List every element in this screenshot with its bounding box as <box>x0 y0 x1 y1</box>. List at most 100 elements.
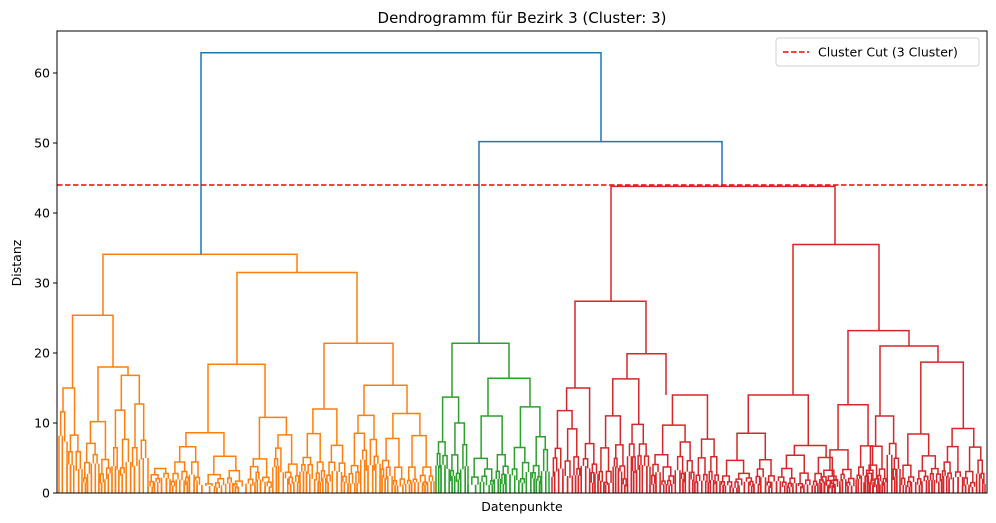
dendrogram-link <box>756 468 764 478</box>
dendrogram-link <box>590 472 595 484</box>
dendrogram-link <box>868 464 878 479</box>
dendrogram-link <box>262 476 270 483</box>
dendrogram-link <box>703 473 708 483</box>
dendrogram-link <box>428 475 434 482</box>
dendrogram-link <box>185 476 190 486</box>
dendrogram-link <box>666 479 672 486</box>
dendrogram-link <box>900 477 906 486</box>
dendrogram-link <box>918 470 927 479</box>
dendrogram-link <box>859 445 874 468</box>
dendrogram-link <box>489 479 495 485</box>
dendrogram-link <box>312 408 338 446</box>
dendrogram-link <box>943 461 951 474</box>
dendrogram-link <box>287 463 298 476</box>
dendrogram-link <box>385 437 400 468</box>
dendrogram-link <box>600 447 610 472</box>
dendrogram-link <box>120 374 141 411</box>
dendrogram-link <box>274 447 282 473</box>
dendrogram-link <box>178 446 197 462</box>
dendrogram-link <box>598 470 604 482</box>
dendrogram-link <box>532 464 540 477</box>
dendrogram-link <box>119 467 125 476</box>
dendrogram-link <box>814 472 822 482</box>
plot-area <box>57 51 987 493</box>
dendrogram-link <box>661 424 686 455</box>
dendrogram-link <box>131 447 138 467</box>
dendrogram-link <box>603 481 609 486</box>
dendrogram-link <box>584 442 595 465</box>
link-orange-root <box>102 253 298 316</box>
dendrogram-link <box>84 461 91 478</box>
dendrogram-link <box>163 472 169 479</box>
dendrogram-link <box>556 409 573 449</box>
dendrogram-link <box>954 471 962 478</box>
dendrogram-link <box>316 461 324 474</box>
dendrogram-link <box>411 434 427 468</box>
dendrogram-link <box>651 474 656 485</box>
dendrogram-leaf <box>545 471 550 493</box>
dendrogram-link <box>856 474 861 480</box>
dendrogram-link <box>888 442 897 459</box>
dendrogram-link <box>273 458 279 468</box>
dendrogram-link <box>690 471 695 482</box>
dendrogram-link <box>929 473 934 481</box>
dendrogram-link <box>480 415 503 459</box>
legend-cut-label: Cluster Cut (3 Cluster) <box>818 45 958 60</box>
dendrogram-link <box>174 461 186 474</box>
dendrogram-link <box>521 461 530 479</box>
dendrogram-link <box>511 468 518 481</box>
dendrogram-link <box>255 471 260 483</box>
dendrogram-link <box>172 472 179 482</box>
link-blue-root <box>200 51 602 255</box>
dendrogram-link <box>302 456 312 465</box>
dendrogram-link <box>258 416 288 459</box>
dendrogram-link <box>441 396 460 442</box>
dendrogram-link <box>846 481 851 486</box>
dendrogram-link <box>320 470 326 482</box>
dendrogram-link <box>114 409 126 448</box>
dendrogram-link <box>947 472 952 480</box>
dendrogram-link <box>941 470 946 479</box>
dendrogram-link <box>755 475 761 486</box>
dendrogram-link <box>869 445 883 471</box>
dendrogram-link <box>652 463 659 476</box>
dendrogram-link <box>626 352 667 395</box>
dendrogram-link <box>662 466 672 482</box>
dendrogram-link <box>829 482 835 489</box>
dendrogram-link <box>697 457 706 476</box>
dendrogram-link <box>228 469 241 482</box>
dendrogram-link <box>908 476 915 482</box>
dendrogram-link <box>306 432 321 463</box>
dendrogram-link <box>736 432 767 461</box>
legend-box <box>775 37 980 67</box>
y-tick-label-5: 50 <box>34 136 50 151</box>
dendrogram-link <box>604 415 622 448</box>
dendrogram-link <box>194 476 201 485</box>
dendrogram-leaf <box>430 481 435 493</box>
dendrogram-leaf <box>982 483 986 493</box>
dendrogram-link <box>112 446 118 470</box>
link-green-root <box>451 342 510 398</box>
dendrogram-link <box>363 384 408 416</box>
legend: Cluster Cut (3 Cluster) <box>775 37 980 67</box>
dendrogram-link <box>804 479 811 486</box>
dendrogram-link <box>284 471 292 479</box>
y-tick-label-3: 30 <box>34 276 50 291</box>
dendrogram-link <box>330 444 344 464</box>
dendrogram-link <box>315 472 320 483</box>
dendrogram-link <box>799 472 809 484</box>
dendrogram-link <box>519 478 526 484</box>
dendrogram-link <box>355 471 360 484</box>
dendrogram-link <box>708 470 713 483</box>
dendrogram-link <box>582 457 589 469</box>
link-red-root <box>610 185 836 302</box>
dendrogram-link <box>735 478 743 486</box>
dendrogram-link <box>792 243 880 395</box>
dendrogram-link <box>342 475 347 484</box>
dendrogram-link <box>893 457 900 470</box>
dendrogram-link <box>68 450 73 466</box>
dendrogram-link <box>613 457 618 468</box>
dendrogram-link <box>906 480 912 488</box>
dendrogram-link <box>406 479 412 485</box>
